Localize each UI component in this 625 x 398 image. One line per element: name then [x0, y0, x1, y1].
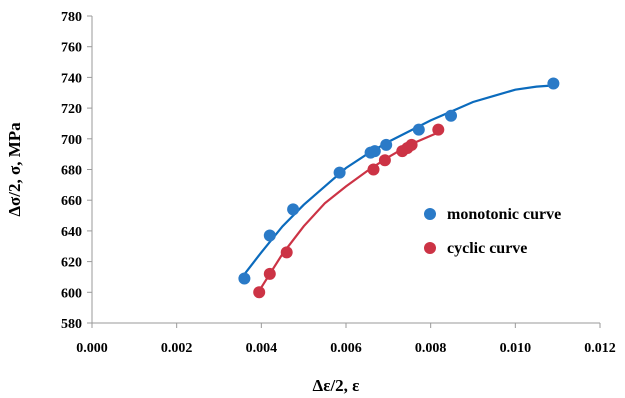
axes — [91, 16, 600, 324]
cyclic-curve-point — [253, 286, 266, 299]
y-tick-label: 700 — [61, 133, 82, 148]
monotonic-curve-point — [380, 138, 393, 151]
y-tick-label: 580 — [61, 317, 82, 332]
x-tick-label: 0.010 — [500, 341, 532, 356]
monotonic-curve-point — [368, 145, 381, 158]
y-ticks: 580 600 620 640 660 680 700 720 740 760 780 — [61, 10, 92, 332]
cyclic-curve-point — [280, 246, 293, 259]
monotonic-curve-trendline — [241, 84, 559, 278]
monotonic-curve-point — [238, 272, 251, 285]
monotonic-curve-point — [547, 77, 560, 90]
legend-marker-cyclic-curve — [424, 242, 436, 254]
cyclic-curve-point — [405, 138, 418, 151]
cyclic-curve-trendline — [258, 130, 443, 292]
y-tick-label: 760 — [61, 41, 82, 56]
x-axis-title: Δε/2, ε — [313, 376, 360, 395]
trendlines — [241, 84, 559, 292]
x-tick-label: 0.012 — [584, 341, 616, 356]
monotonic-curve-point — [287, 203, 300, 216]
x-tick-label: 0.008 — [415, 341, 447, 356]
monotonic-curve-point — [445, 109, 457, 122]
y-tick-label: 620 — [61, 256, 82, 271]
y-tick-label: 640 — [61, 225, 82, 240]
data-points — [238, 77, 560, 299]
x-tick-label: 0.006 — [330, 341, 362, 356]
x-tick-label: 0.004 — [246, 341, 278, 356]
y-tick-label: 720 — [61, 102, 82, 117]
monotonic-curve-point — [412, 123, 425, 136]
cyclic-curve-point — [378, 154, 391, 167]
cyclic-curve-point — [432, 123, 445, 136]
y-tick-label: 680 — [61, 164, 82, 179]
y-tick-label: 660 — [61, 194, 82, 209]
cyclic-curve-point — [367, 163, 380, 176]
monotonic-curve-point — [333, 166, 346, 179]
legend-label-monotonic-curve: monotonic curve — [447, 206, 561, 223]
legend-label-cyclic-curve: cyclic curve — [447, 240, 527, 257]
x-tick-label: 0.002 — [161, 341, 193, 356]
y-tick-label: 780 — [61, 10, 82, 25]
legend: monotonic curve cyclic curve — [424, 206, 561, 257]
monotonic-curve-point — [263, 229, 276, 242]
x-tick-label: 0.000 — [76, 341, 108, 356]
y-tick-label: 740 — [61, 71, 82, 86]
cyclic-curve-point — [263, 267, 276, 280]
y-axis-title: Δσ/2, σ, MPa — [5, 122, 24, 217]
y-tick-label: 600 — [61, 286, 82, 301]
x-ticks: 0.000 0.002 0.004 0.006 0.008 0.010 0.012 — [76, 323, 616, 356]
legend-marker-monotonic-curve — [424, 208, 436, 220]
